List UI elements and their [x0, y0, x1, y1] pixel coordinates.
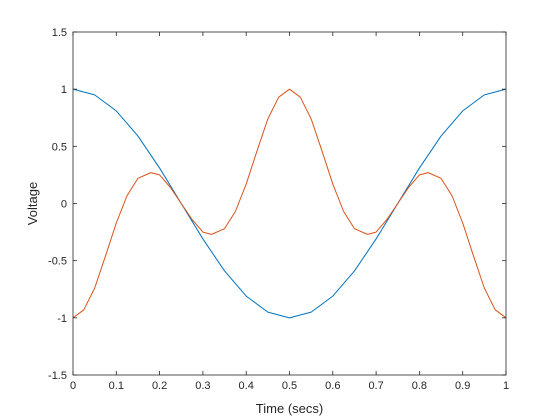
x-tick-label: 0.1: [109, 380, 124, 392]
series-layer: [72, 88, 507, 319]
x-tick-label: 0.9: [455, 380, 470, 392]
x-tick-label: 0.5: [282, 380, 297, 392]
x-tick-label: 0: [70, 380, 76, 392]
x-tick-label: 0.3: [195, 380, 210, 392]
x-tick-label: 0.4: [239, 380, 254, 392]
y-tick-label: 0: [61, 199, 67, 211]
x-tick-label: 0.2: [152, 380, 167, 392]
y-tick-label: -1.5: [48, 370, 67, 382]
y-tick-label: -0.5: [48, 256, 67, 268]
x-tick-label: 0.8: [412, 380, 427, 392]
series-line-1: [72, 88, 507, 319]
y-tick-label: 1: [61, 84, 67, 96]
y-tick-label: 1.5: [52, 27, 67, 39]
tick-layer: 0 0.1 0.2 0.3 0.4 0.5 0.6 0.7 0.8 0.9 1 -1.5 -1 -0.5 0…: [48, 27, 509, 392]
x-tick-label: 0.7: [368, 380, 383, 392]
y-tick-label: -1: [57, 313, 67, 325]
y-axis-label: Voltage: [25, 182, 40, 225]
x-tick-label: 0.6: [325, 380, 340, 392]
x-tick-label: 1: [503, 380, 509, 392]
y-tick-label: 0.5: [52, 141, 67, 153]
x-axis-label: Time (secs): [256, 401, 323, 416]
series-line-2: [72, 88, 507, 319]
plot-area: [73, 32, 506, 375]
